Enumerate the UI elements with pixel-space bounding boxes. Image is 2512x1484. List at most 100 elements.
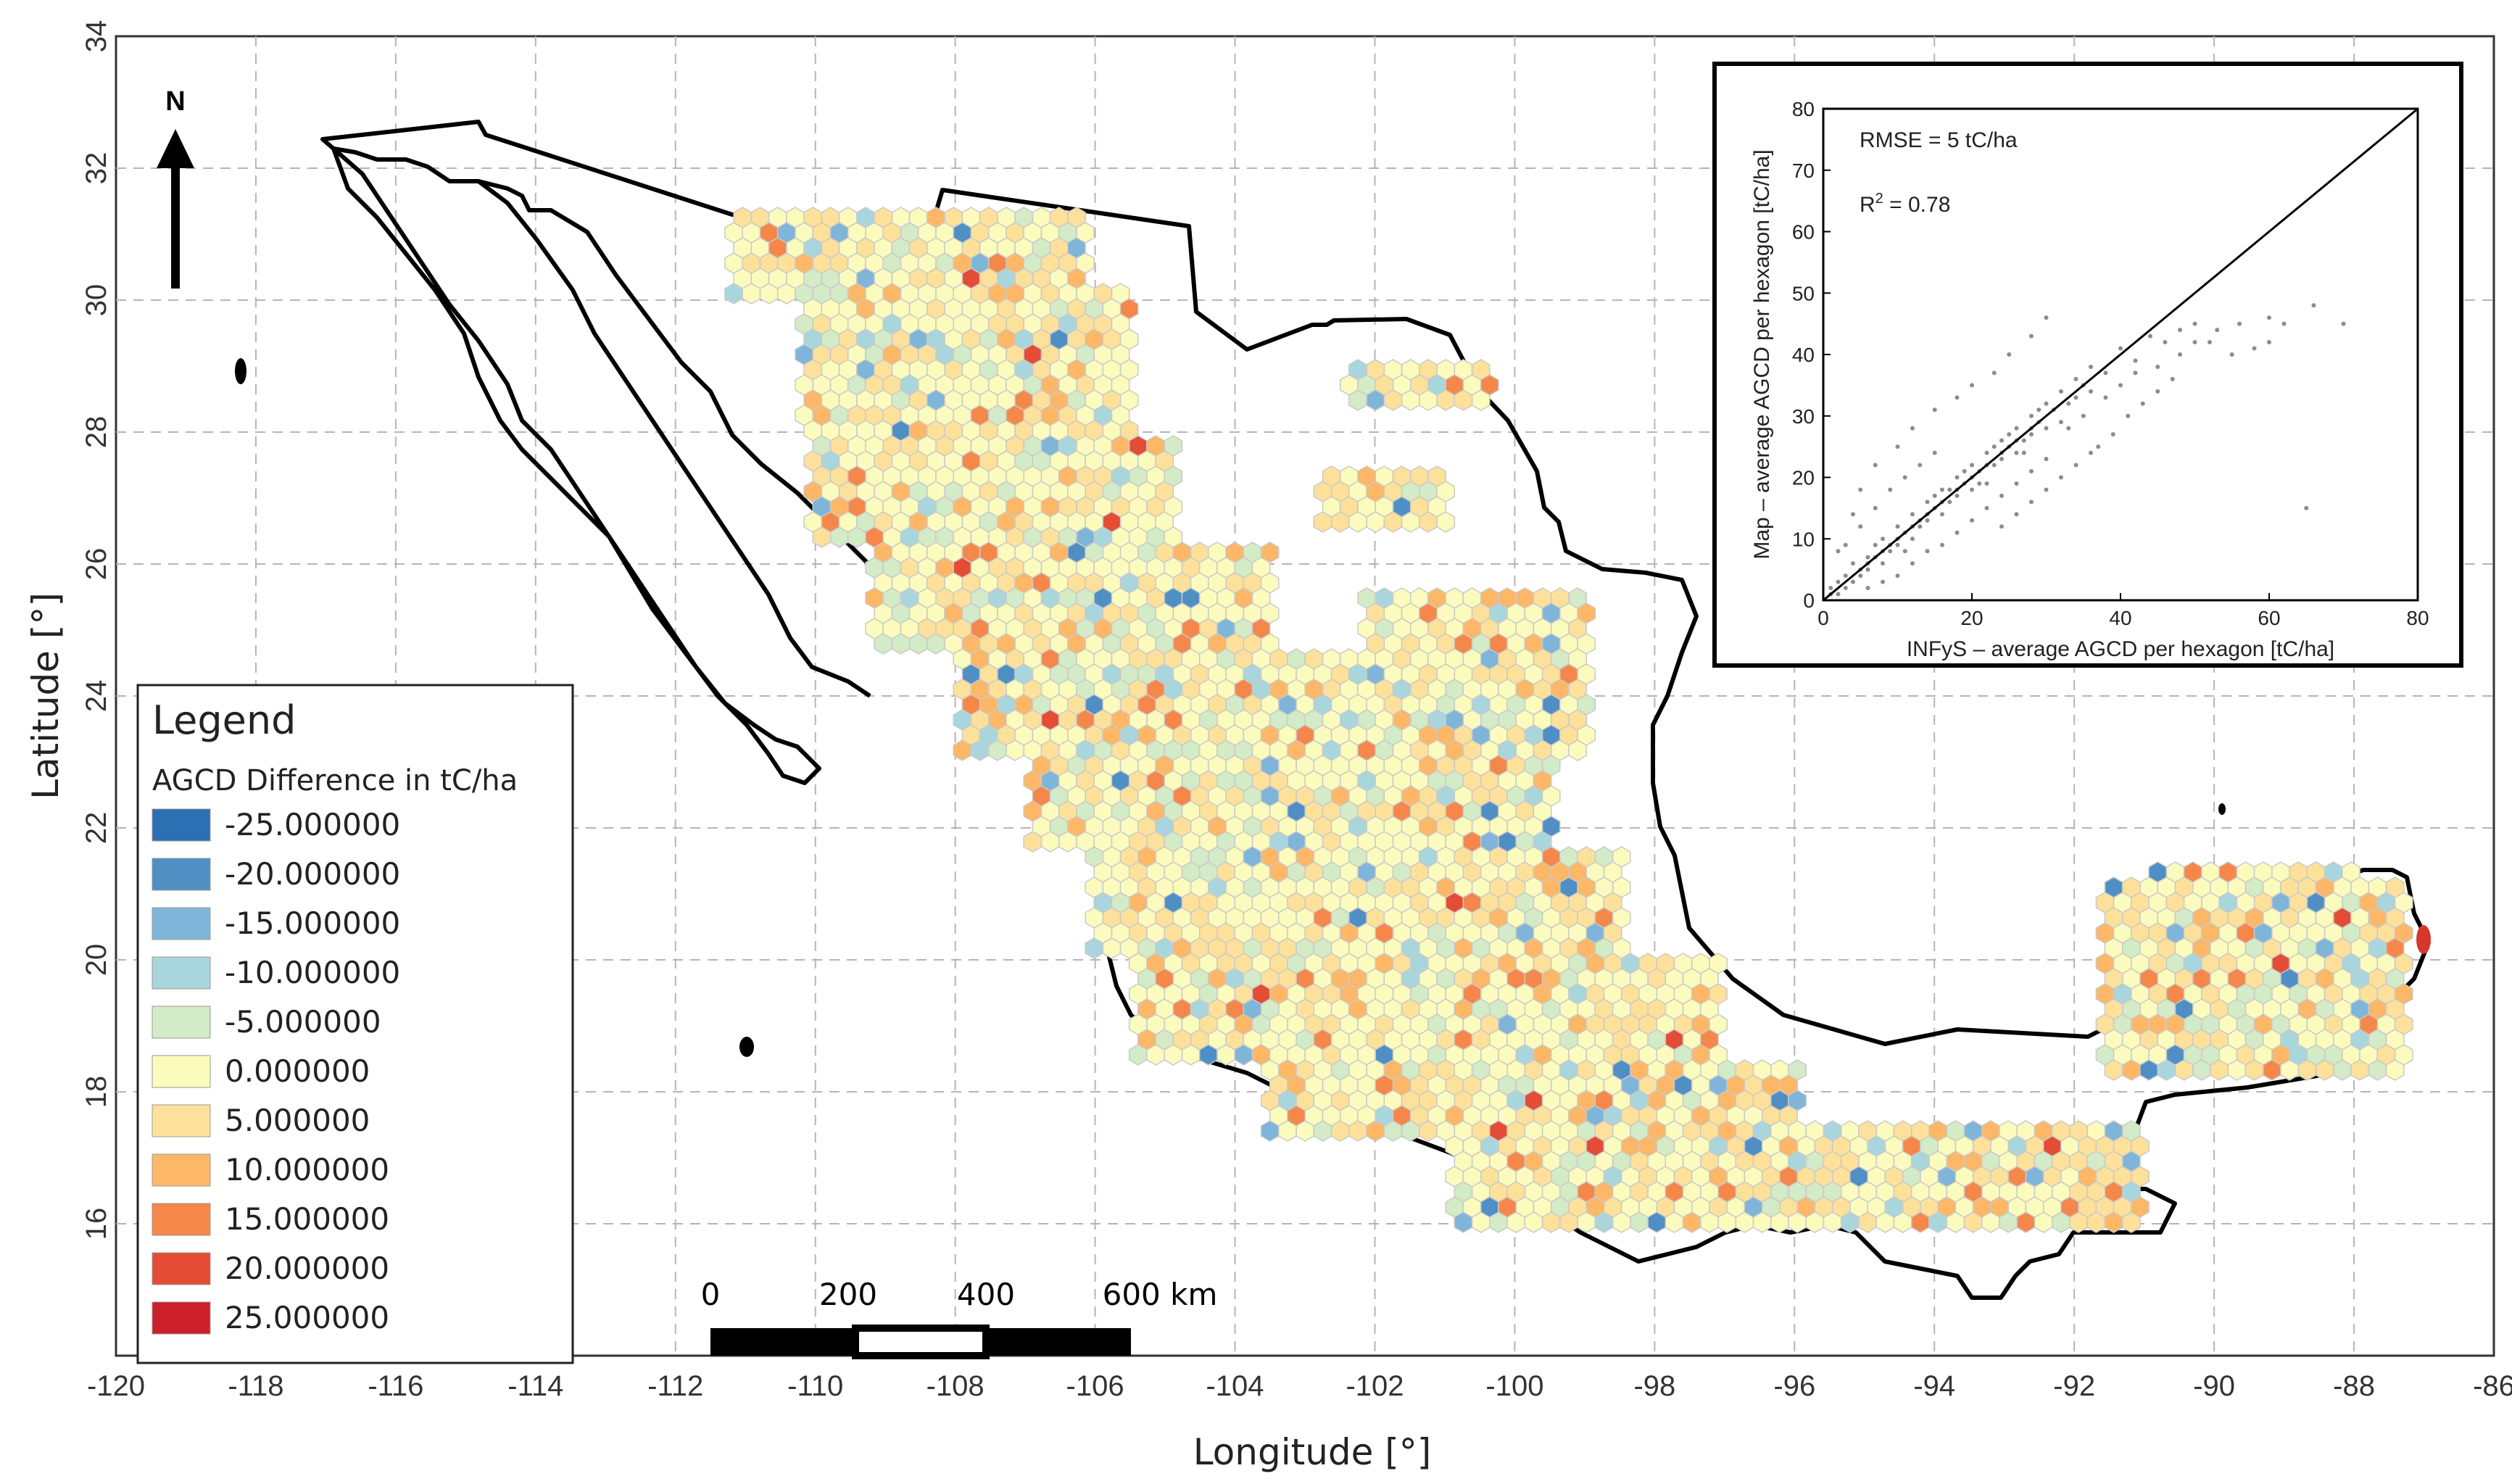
inset-r2-label: R2 = 0.78 bbox=[1860, 191, 1950, 217]
legend-swatch bbox=[152, 1055, 211, 1088]
hexagon-cell bbox=[2139, 1059, 2159, 1081]
scatter-point bbox=[1836, 549, 1841, 554]
hexagon-cell bbox=[953, 739, 972, 761]
scatter-point bbox=[2311, 303, 2316, 308]
hexagon-cell bbox=[1489, 1211, 1508, 1233]
hexagon-cell bbox=[1630, 1211, 1649, 1233]
hexagon-cell bbox=[1770, 1211, 1789, 1233]
scale-bar: 0 200 400 600 km bbox=[701, 1277, 1217, 1359]
legend-swatch bbox=[152, 808, 211, 842]
scatter-point bbox=[2029, 432, 2034, 437]
hexagon-cell bbox=[2263, 1059, 2281, 1081]
hexagon-cell bbox=[1823, 1211, 1842, 1233]
y-tick-label: 24 bbox=[80, 680, 112, 713]
r2-prefix: R bbox=[1860, 193, 1875, 217]
legend-item-label: -25.000000 bbox=[225, 807, 400, 842]
caribbean-cay bbox=[2218, 803, 2226, 815]
hexagon-cell bbox=[1058, 831, 1077, 853]
x-tick-label: -94 bbox=[1913, 1370, 1955, 1402]
hexagon-cell bbox=[2244, 1059, 2264, 1081]
hexagon-cell bbox=[2086, 1211, 2106, 1233]
hexagon-cell bbox=[1313, 511, 1332, 533]
scatter-point bbox=[2103, 395, 2108, 400]
legend-item-label: 10.000000 bbox=[225, 1152, 389, 1187]
scatter-point bbox=[2229, 352, 2234, 357]
baja-california-outline bbox=[331, 146, 821, 785]
hexagon-cell bbox=[987, 739, 1007, 761]
hexagon-cell bbox=[1506, 1211, 1526, 1233]
hexagon-cell bbox=[1752, 1211, 1772, 1233]
scatter-point bbox=[2073, 376, 2078, 381]
scatter-point bbox=[2021, 450, 2026, 455]
inset-y-tick-label: 60 bbox=[1792, 221, 1815, 244]
scatter-point bbox=[2007, 432, 2012, 437]
scatter-point bbox=[1940, 487, 1944, 492]
hexagon-cell bbox=[2227, 1059, 2247, 1081]
hexagon-cell bbox=[1085, 937, 1104, 959]
scatter-point bbox=[1925, 499, 1930, 505]
scatter-point bbox=[2059, 475, 2063, 480]
hexagon-cell bbox=[1234, 1044, 1253, 1066]
scatter-point bbox=[1843, 573, 1848, 579]
scatter-point bbox=[1991, 370, 1997, 376]
scatter-point bbox=[1984, 450, 1989, 455]
scatter-point bbox=[2044, 401, 2049, 406]
scatter-point bbox=[1991, 444, 1997, 449]
scatter-point bbox=[2073, 395, 2078, 400]
inset-y-tick-label: 70 bbox=[1792, 159, 1815, 182]
scatter-point bbox=[2252, 346, 2257, 351]
hexagon-cell bbox=[759, 283, 779, 304]
scatter-point bbox=[1925, 518, 1930, 523]
scatter-point bbox=[1999, 438, 2004, 443]
scatter-point bbox=[2118, 383, 2123, 388]
inset-y-tick-label: 40 bbox=[1792, 344, 1815, 366]
x-tick-label: -110 bbox=[787, 1370, 843, 1402]
scatter-point bbox=[2014, 426, 2019, 431]
hexagon-cell bbox=[2297, 1059, 2317, 1081]
legend-title: Legend bbox=[152, 697, 296, 743]
legend-swatch bbox=[152, 858, 211, 891]
y-tick-label: 34 bbox=[80, 20, 112, 53]
scatter-point bbox=[1895, 542, 1900, 547]
hexagon-cell bbox=[2052, 1211, 2070, 1233]
scatter-point bbox=[1955, 475, 1960, 480]
north-arrow-head bbox=[157, 129, 194, 168]
scatter-point bbox=[2148, 333, 2152, 339]
scatter-point bbox=[1828, 586, 1833, 591]
scale-bar-segment-2 bbox=[852, 1325, 990, 1359]
scatter-point bbox=[1873, 463, 1878, 468]
legend: Legend AGCD Difference in tC/ha -25.0000… bbox=[136, 684, 574, 1364]
x-tick-label: -118 bbox=[228, 1370, 283, 1402]
hexagon-cell bbox=[2069, 1211, 2089, 1233]
hexagon-cell bbox=[1006, 739, 1024, 761]
scale-label-400: 400 bbox=[957, 1277, 1015, 1312]
hexagon-cell bbox=[1893, 1211, 1912, 1233]
inset-y-tick-label: 80 bbox=[1792, 98, 1815, 120]
hexagon-cell bbox=[1471, 1211, 1491, 1233]
hexagon-cell bbox=[2350, 1059, 2370, 1081]
scatter-point bbox=[1881, 536, 1885, 542]
x-tick-label: -88 bbox=[2333, 1370, 2375, 1402]
scatter-point bbox=[1843, 542, 1848, 547]
scatter-point bbox=[1851, 579, 1855, 584]
hexagon-cell bbox=[1419, 389, 1438, 411]
hexagon-cell bbox=[2034, 1211, 2053, 1233]
hexagon-cell bbox=[1577, 1211, 1596, 1233]
north-arrow: N bbox=[157, 86, 194, 289]
revillagigedo-island bbox=[739, 1037, 754, 1057]
x-tick-label: -92 bbox=[2053, 1370, 2095, 1402]
scatter-point bbox=[2126, 413, 2131, 418]
scatter-point bbox=[1984, 481, 1989, 486]
hexagon-cell bbox=[2315, 1059, 2334, 1081]
scatter-point bbox=[2110, 432, 2115, 437]
scatter-point bbox=[2089, 389, 2093, 394]
scatter-point bbox=[2281, 321, 2287, 326]
hexagon-cell bbox=[2210, 1059, 2229, 1081]
scatter-point bbox=[1932, 493, 1937, 498]
legend-swatch bbox=[152, 1153, 211, 1187]
y-tick-label: 20 bbox=[80, 944, 112, 977]
scatter-point bbox=[1881, 579, 1885, 584]
north-arrow-label: N bbox=[165, 86, 185, 117]
hexagon-cell bbox=[1436, 389, 1456, 411]
legend-item-label: 15.000000 bbox=[225, 1201, 389, 1237]
